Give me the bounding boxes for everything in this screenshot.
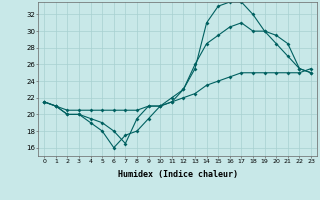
X-axis label: Humidex (Indice chaleur): Humidex (Indice chaleur) — [118, 170, 238, 179]
